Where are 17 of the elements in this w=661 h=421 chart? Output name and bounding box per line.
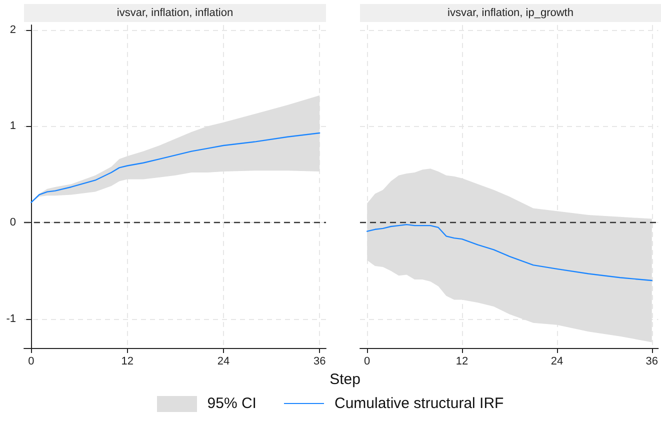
chart-title: ivsvar, inflation, inflation: [116, 7, 234, 19]
x-tick-label: 24: [550, 356, 564, 368]
x-tick-label: 12: [456, 356, 468, 368]
x-tick-label: 0: [28, 356, 34, 368]
x-axis-title: Step: [330, 370, 360, 388]
x-tick-label: 0: [364, 356, 370, 368]
y-tick-label: -1: [6, 313, 16, 326]
text: 95% CI: [207, 395, 256, 412]
legend-label: Cumulative structural IRF: [334, 395, 504, 412]
x-tick-label: 24: [217, 356, 230, 368]
chart-title: ivsvar, inflation, ip_growth: [448, 7, 574, 19]
x-tick-label: 36: [646, 356, 658, 368]
x-tick-label: 36: [313, 356, 326, 368]
y-tick-label: 0: [10, 216, 16, 229]
y-tick-label: 1: [10, 120, 16, 132]
x-tick-label: 12: [121, 356, 134, 368]
y-tick-label: 2: [10, 24, 16, 36]
